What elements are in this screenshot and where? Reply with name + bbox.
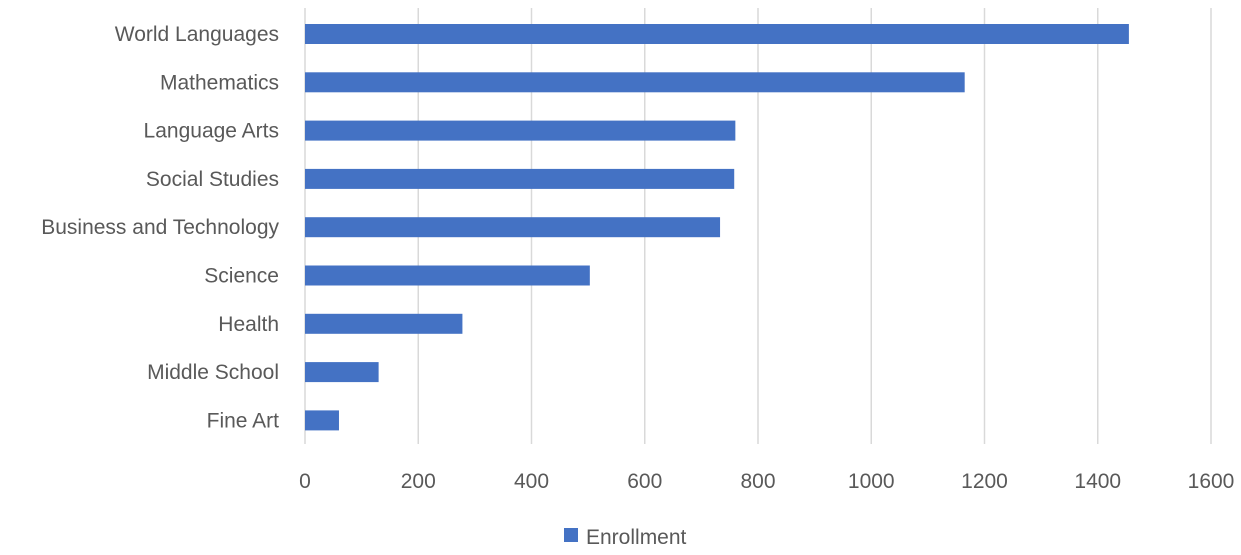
bar-business-and-technology <box>305 217 721 238</box>
category-label-world-languages: World Languages <box>115 23 279 46</box>
category-labels: World Languages Mathematics Language Arts S… <box>41 23 279 432</box>
category-label-fine-art: Fine Art <box>207 409 280 432</box>
x-tick-label-800: 800 <box>740 470 775 493</box>
x-tick-label-200: 200 <box>401 470 436 493</box>
x-tick-label-1600: 1600 <box>1188 470 1235 493</box>
legend-label-enrollment: Enrollment <box>586 526 687 549</box>
bar-social-studies <box>305 168 735 189</box>
x-tick-label-400: 400 <box>514 470 549 493</box>
bars <box>305 24 1129 431</box>
bar-middle-school <box>305 362 379 383</box>
bar-fine-art <box>305 410 339 431</box>
category-label-middle-school: Middle School <box>147 361 279 384</box>
bar-world-languages <box>305 24 1129 44</box>
bar-language-arts <box>305 120 736 141</box>
bar-science <box>305 265 590 286</box>
category-label-social-studies: Social Studies <box>146 168 279 191</box>
x-tick-label-1200: 1200 <box>961 470 1008 493</box>
category-label-science: Science <box>204 265 279 288</box>
x-tick-label-600: 600 <box>627 470 662 493</box>
legend: Enrollment <box>564 526 687 549</box>
category-label-mathematics: Mathematics <box>160 71 279 94</box>
x-axis-tick-labels: 0 200 400 600 800 1000 1200 1400 1600 <box>299 470 1234 493</box>
category-label-health: Health <box>218 313 279 336</box>
x-tick-label-1400: 1400 <box>1074 470 1121 493</box>
x-tick-label-1000: 1000 <box>848 470 895 493</box>
x-tick-label-0: 0 <box>299 470 311 493</box>
category-label-language-arts: Language Arts <box>144 120 279 143</box>
bar-health <box>305 313 463 334</box>
legend-swatch-enrollment <box>564 528 578 542</box>
bar-mathematics <box>305 72 965 93</box>
category-label-business-and-technology: Business and Technology <box>41 216 279 239</box>
